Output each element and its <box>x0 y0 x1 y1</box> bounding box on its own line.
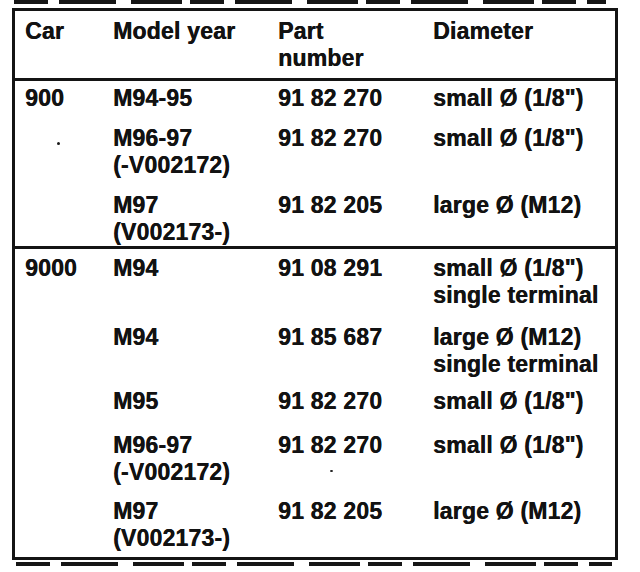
diameter-note: single terminal <box>433 351 615 378</box>
model-year-cell: M94 <box>113 255 278 309</box>
table-row: M97 (V002173-) 91 82 205 large Ø (M12) <box>15 498 615 552</box>
model-year-note: (-V002172) <box>113 459 278 486</box>
header-part-number: Part number <box>278 18 433 72</box>
model-year-cell: M94-95 <box>113 85 278 112</box>
diameter-cell: small Ø (1/8") <box>433 85 615 112</box>
diameter-cell: large Ø (M12) single terminal <box>433 324 615 378</box>
diameter-value: large Ø (M12) <box>433 498 615 525</box>
section-900: 900 M94-95 91 82 270 small Ø (1/8") M96-… <box>15 81 615 246</box>
part-number-cell: 91 82 270 <box>278 85 433 112</box>
section-9000: 9000 M94 91 08 291 small Ø (1/8") single… <box>15 246 615 552</box>
model-year-note: (-V002172) <box>113 152 278 179</box>
table-row: M97 (V002173-) 91 82 205 large Ø (M12) <box>15 192 615 246</box>
part-number-cell: 91 82 270 <box>278 388 433 415</box>
table-row: M96-97 (-V002172) 91 82 270 small Ø (1/8… <box>15 125 615 179</box>
diameter-value: small Ø (1/8") <box>433 255 615 282</box>
model-year-value: M94-95 <box>113 85 278 112</box>
diameter-cell: small Ø (1/8") <box>433 125 615 179</box>
header-part-number-line1: Part <box>278 18 433 45</box>
diameter-cell: large Ø (M12) <box>433 192 615 246</box>
diameter-cell: large Ø (M12) <box>433 498 615 552</box>
model-year-note: (V002173-) <box>113 525 278 552</box>
scan-rule-bottom <box>16 562 612 566</box>
model-year-cell: M96-97 (-V002172) <box>113 432 278 486</box>
table-row: M95 91 82 270 small Ø (1/8") <box>15 388 615 415</box>
scanned-page: Car Model year Part number Diameter 900 … <box>0 0 640 572</box>
header-car: Car <box>25 18 113 72</box>
car-cell <box>25 432 113 486</box>
car-cell <box>25 498 113 552</box>
part-number-cell: 91 82 205 <box>278 192 433 246</box>
part-number-cell: 91 82 270 <box>278 125 433 179</box>
diameter-value: small Ø (1/8") <box>433 125 615 152</box>
diameter-value: small Ø (1/8") <box>433 432 615 459</box>
parts-table: Car Model year Part number Diameter 900 … <box>12 8 618 560</box>
model-year-value: M95 <box>113 388 278 415</box>
model-year-value: M96-97 <box>113 125 278 152</box>
scan-speck <box>57 142 60 145</box>
model-year-value: M97 <box>113 498 278 525</box>
car-cell <box>25 388 113 415</box>
model-year-cell: M97 (V002173-) <box>113 192 278 246</box>
header-diameter: Diameter <box>433 18 615 72</box>
model-year-value: M96-97 <box>113 432 278 459</box>
diameter-value: large Ø (M12) <box>433 324 615 351</box>
diameter-note: single terminal <box>433 282 615 309</box>
header-part-number-line2: number <box>278 45 433 72</box>
model-year-cell: M97 (V002173-) <box>113 498 278 552</box>
diameter-cell: small Ø (1/8") single terminal <box>433 255 615 309</box>
car-cell: 900 <box>25 85 113 112</box>
diameter-value: small Ø (1/8") <box>433 388 615 415</box>
part-number-cell: 91 82 205 <box>278 498 433 552</box>
model-year-value: M97 <box>113 192 278 219</box>
part-number-cell: 91 82 270 <box>278 432 433 486</box>
model-year-cell: M95 <box>113 388 278 415</box>
car-cell <box>25 125 113 179</box>
header-model-year: Model year <box>113 18 278 72</box>
part-number-cell: 91 85 687 <box>278 324 433 378</box>
diameter-cell: small Ø (1/8") <box>433 432 615 486</box>
model-year-value: M94 <box>113 255 278 282</box>
table-header-row: Car Model year Part number Diameter <box>15 11 615 81</box>
scan-rule-top <box>14 0 606 4</box>
table-row: 900 M94-95 91 82 270 small Ø (1/8") <box>15 85 615 112</box>
car-cell <box>25 192 113 246</box>
model-year-value: M94 <box>113 324 278 351</box>
diameter-value: large Ø (M12) <box>433 192 615 219</box>
car-cell <box>25 324 113 378</box>
diameter-cell: small Ø (1/8") <box>433 388 615 415</box>
table-row: 9000 M94 91 08 291 small Ø (1/8") single… <box>15 255 615 309</box>
model-year-note: (V002173-) <box>113 219 278 246</box>
table-row: M94 91 85 687 large Ø (M12) single termi… <box>15 324 615 378</box>
table-row: M96-97 (-V002172) 91 82 270 small Ø (1/8… <box>15 432 615 486</box>
model-year-cell: M96-97 (-V002172) <box>113 125 278 179</box>
scan-speck <box>330 470 333 472</box>
diameter-value: small Ø (1/8") <box>433 85 615 112</box>
car-cell: 9000 <box>25 255 113 309</box>
part-number-cell: 91 08 291 <box>278 255 433 309</box>
model-year-cell: M94 <box>113 324 278 378</box>
